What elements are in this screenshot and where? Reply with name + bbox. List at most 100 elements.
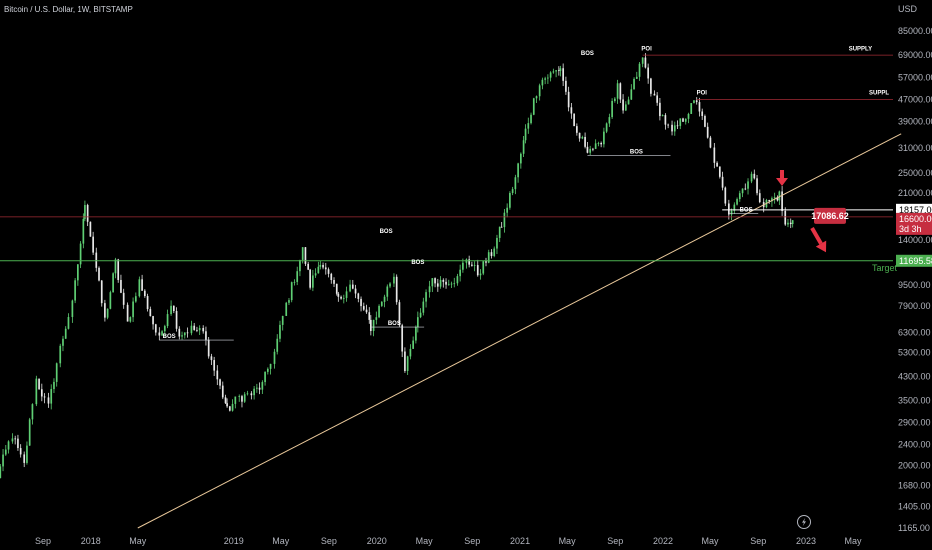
target-price-label: 11695.58	[899, 256, 932, 266]
x-tick-label: May	[702, 536, 720, 546]
candle-body	[71, 300, 74, 318]
candle-body	[100, 280, 103, 304]
candle-body	[698, 102, 701, 112]
candle-body	[778, 191, 781, 201]
candle-body	[14, 438, 17, 440]
candle-body	[562, 68, 565, 81]
candle-body	[522, 140, 525, 154]
candle-body	[398, 302, 401, 326]
candle-body	[479, 273, 482, 276]
candle-body	[273, 351, 276, 364]
candle-body	[578, 132, 581, 139]
candle-body	[38, 378, 40, 390]
candle-body	[671, 124, 673, 132]
x-tick-label: Sep	[607, 536, 623, 546]
candle-body	[416, 317, 419, 328]
candle-body	[246, 393, 249, 395]
candle-body	[0, 466, 2, 479]
candle-body	[471, 264, 473, 266]
candle-body	[47, 397, 50, 404]
candle-body	[401, 325, 404, 352]
annotation-bos: BOS	[740, 207, 753, 213]
candle-body	[647, 67, 649, 79]
candle-body	[31, 404, 34, 420]
candle-body	[378, 305, 380, 318]
annotation-poi: POI	[641, 47, 652, 53]
candle-body	[581, 136, 584, 139]
candle-body	[664, 115, 667, 125]
candle-body	[369, 319, 372, 331]
candle-body	[4, 449, 7, 455]
y-axis: 85000.00 69000.00 57000.00 47000.00 39000.00…	[872, 26, 932, 533]
y-tick-label: 21000.00	[898, 188, 932, 198]
candle-body	[641, 57, 644, 64]
candle-body	[624, 104, 627, 111]
candle-body	[95, 252, 98, 268]
candle-body	[183, 332, 186, 336]
chart-title: Bitcoin / U.S. Dollar, 1W, BITSTAMP	[4, 5, 133, 14]
candle-body	[434, 278, 436, 284]
candle-body	[736, 199, 738, 205]
candle-body	[7, 441, 10, 450]
x-tick-label: May	[559, 536, 577, 546]
down-arrow-icon	[776, 170, 788, 186]
candle-body	[453, 283, 456, 285]
candle-body	[704, 115, 706, 127]
candle-body	[322, 264, 324, 268]
candle-body	[319, 264, 322, 267]
candle-body	[380, 301, 383, 306]
candle-body	[55, 363, 58, 382]
candle-body	[11, 438, 14, 442]
candle-body	[253, 388, 255, 396]
x-tick-label: May	[129, 536, 147, 546]
x-tick-label: Sep	[750, 536, 766, 546]
candle-body	[514, 177, 517, 190]
candle-body	[351, 284, 354, 289]
candle-body	[567, 91, 570, 108]
candle-body	[517, 163, 519, 178]
candle-body	[172, 305, 175, 311]
candle-body	[425, 292, 427, 302]
candle-body	[619, 83, 622, 100]
candles-layer	[0, 53, 794, 479]
candle-body	[89, 221, 92, 237]
candle-body	[635, 76, 638, 79]
y-tick-label: 1405.00	[898, 501, 931, 511]
candle-body	[234, 396, 237, 404]
y-tick-label: 85000.00	[898, 26, 932, 36]
candle-body	[357, 293, 360, 299]
candle-body	[281, 315, 284, 325]
candle-body	[345, 291, 348, 298]
candle-body	[114, 259, 117, 274]
candle-body	[667, 124, 669, 126]
candle-body	[43, 396, 46, 398]
candle-body	[261, 382, 264, 390]
candle-body	[653, 93, 656, 96]
candle-body	[19, 448, 22, 455]
candle-body	[312, 275, 314, 288]
candle-body	[138, 279, 141, 297]
candle-body	[279, 324, 281, 339]
candle-body	[368, 312, 371, 320]
candle-body	[290, 282, 293, 301]
y-tick-label: 57000.00	[898, 72, 932, 82]
candle-body	[509, 193, 511, 208]
candle-body	[431, 278, 434, 287]
candle-body	[129, 317, 132, 322]
candle-body	[74, 280, 76, 301]
candle-body	[126, 304, 129, 322]
lightning-icon[interactable]	[797, 515, 811, 529]
annotation-bos: BOS	[411, 260, 424, 266]
candle-body	[476, 265, 479, 276]
y-tick-label: 2400.00	[898, 439, 931, 449]
candle-body	[228, 406, 231, 411]
candle-body	[586, 146, 589, 153]
candle-body	[109, 292, 112, 309]
candle-body	[158, 332, 161, 336]
candle-body	[258, 387, 261, 390]
annotation-bos: BOS	[630, 150, 643, 156]
candle-body	[687, 113, 690, 119]
annotation-bos: BOS	[163, 334, 176, 340]
